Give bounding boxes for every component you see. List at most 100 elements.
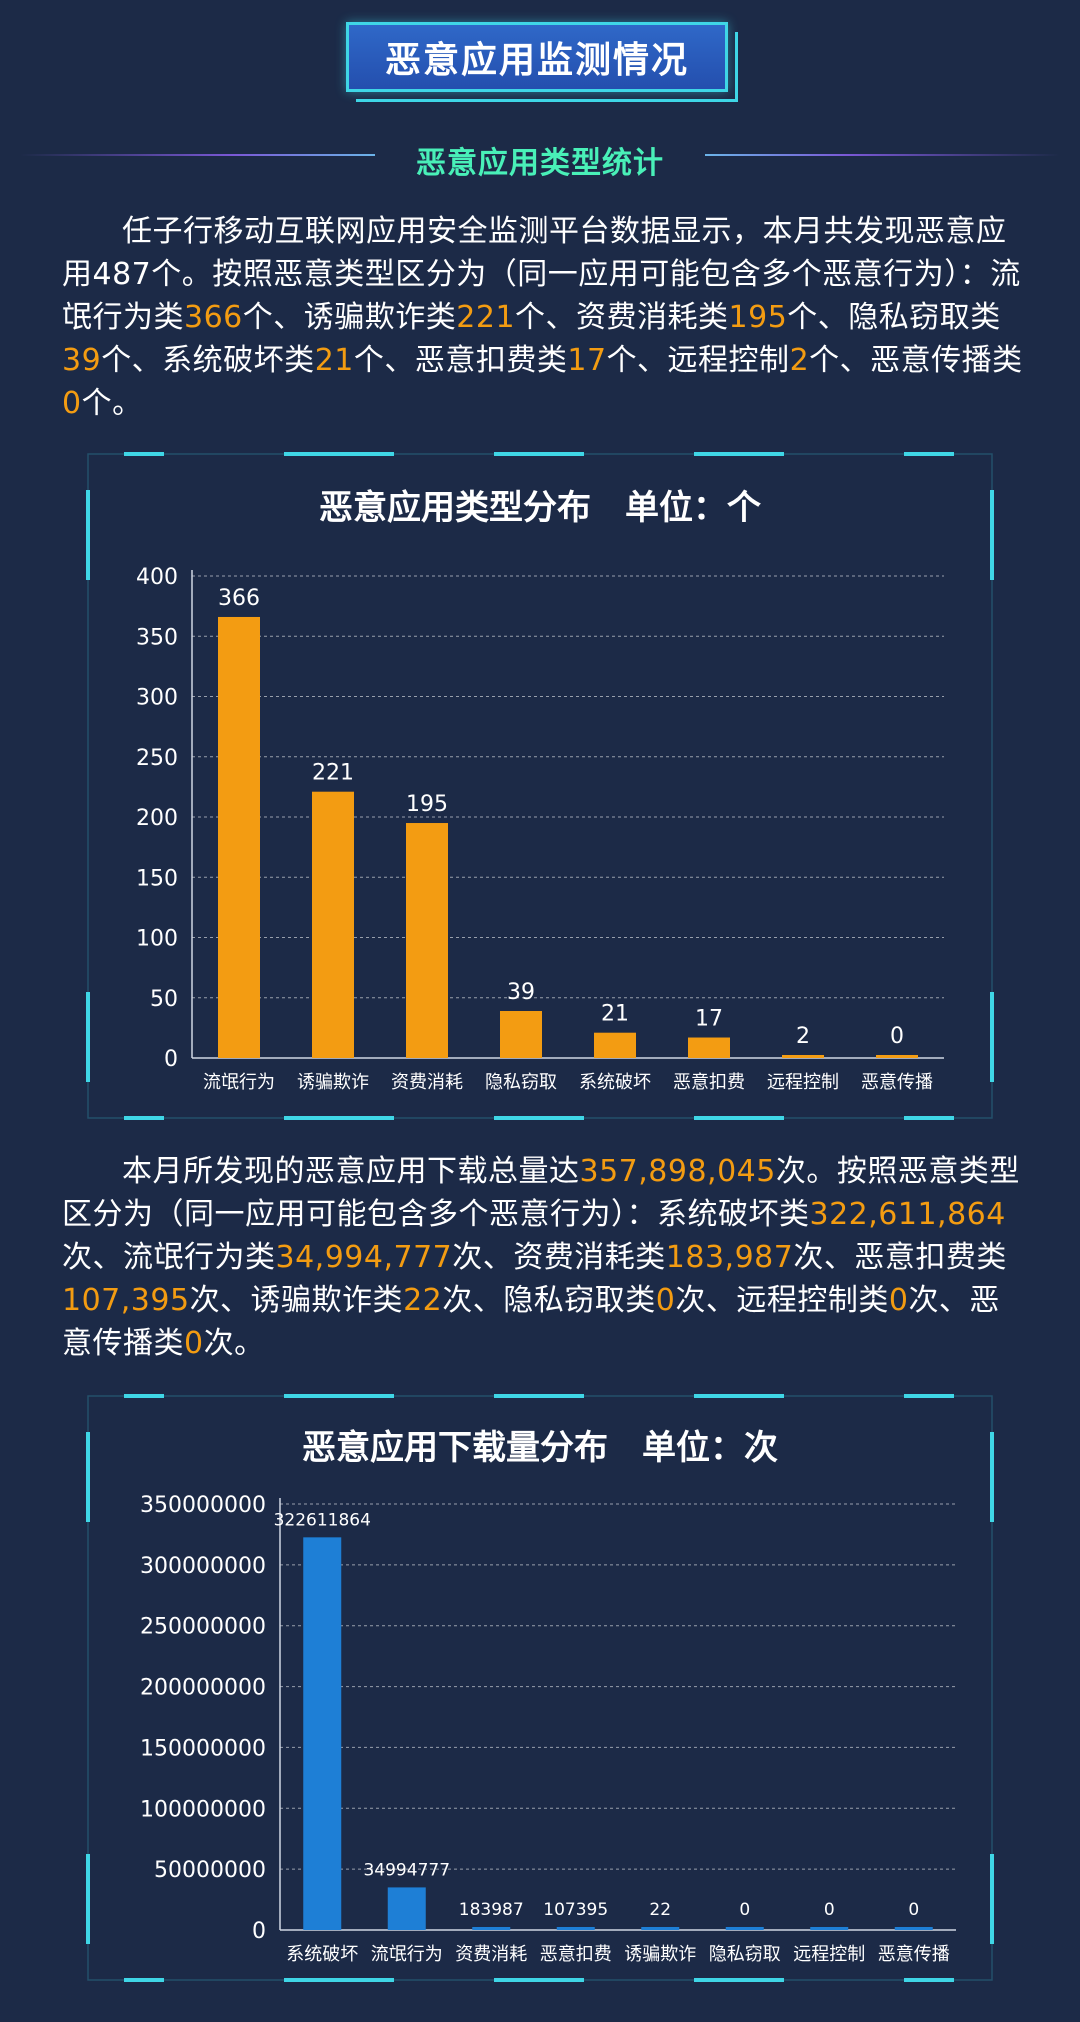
y-tick-label: 200 — [136, 806, 178, 831]
highlight-number: 107,395 — [62, 1283, 190, 1318]
x-tick-label: 恶意传播 — [861, 1072, 933, 1093]
x-tick-label: 恶意传播 — [878, 1944, 950, 1965]
bar — [594, 1032, 636, 1058]
x-tick-label: 诱骗欺诈 — [624, 1944, 696, 1965]
paragraph-text: 次、恶意扣费类 — [793, 1240, 1007, 1275]
paragraph-text: 个、远程控制 — [606, 343, 790, 378]
paragraph-text: 本月所发现的恶意应用下载总量达 — [122, 1154, 580, 1189]
bar — [218, 616, 260, 1058]
y-tick-label: 0 — [252, 1919, 266, 1944]
paragraph-text: 次、诱骗欺诈类 — [189, 1283, 404, 1318]
data-label: 107395 — [543, 1900, 608, 1920]
highlight-number: 34,994,777 — [275, 1240, 453, 1275]
bar — [406, 823, 448, 1058]
subtitle-rule-left — [20, 154, 375, 156]
chart-title: 恶意应用下载量分布 单位：次 — [302, 1428, 778, 1468]
paragraph-text: 次、流氓行为类 — [62, 1240, 276, 1275]
data-label: 21 — [601, 1002, 629, 1027]
title-box: 恶意应用监测情况 — [346, 22, 728, 92]
bar — [387, 1887, 426, 1930]
highlight-number: 0 — [888, 1283, 909, 1318]
x-tick-label: 恶意扣费 — [673, 1072, 745, 1093]
highlight-number: 2 — [789, 343, 810, 378]
bar-chart-downloads: 0 50000000 100000000 150000000 200000000 2500… — [140, 1493, 956, 1965]
data-label: 0 — [824, 1900, 835, 1920]
section-subtitle: 恶意应用类型统计 — [20, 138, 1060, 181]
data-label: 39 — [507, 980, 535, 1005]
data-label: 183987 — [459, 1900, 524, 1920]
y-tick-label: 200000000 — [140, 1676, 266, 1701]
data-label: 0 — [739, 1900, 750, 1920]
paragraph-text: 个、恶意传播类 — [809, 343, 1023, 378]
bar — [556, 1927, 595, 1930]
data-label: 22 — [649, 1900, 671, 1920]
bar — [810, 1927, 849, 1930]
paragraph-text: 个、诱骗欺诈类 — [242, 300, 457, 335]
highlight-number: 183,987 — [665, 1240, 794, 1275]
chart-frame-border — [86, 452, 994, 1120]
x-tick-label: 系统破坏 — [286, 1944, 358, 1965]
highlight-number: 0 — [184, 1326, 204, 1361]
page-title-box: 恶意应用监测情况 — [346, 22, 738, 102]
y-tick-label: 350 — [136, 625, 178, 650]
highlight-number: 357,898,045 — [579, 1154, 776, 1189]
bar — [641, 1927, 680, 1930]
section-subtitle-text: 恶意应用类型统计 — [416, 146, 664, 181]
highlight-number: 17 — [567, 343, 607, 378]
bar — [472, 1927, 511, 1930]
data-label: 322611864 — [274, 1510, 371, 1530]
paragraph-text: 次、远程控制类 — [675, 1283, 889, 1318]
x-tick-label: 流氓行为 — [371, 1944, 443, 1965]
paragraph-text: 个、隐私窃取类 — [787, 300, 1001, 335]
highlight-number: 22 — [403, 1283, 443, 1318]
bar — [894, 1927, 933, 1930]
highlight-number: 322,611,864 — [809, 1197, 1006, 1232]
paragraph-text: 个、系统破坏类 — [101, 343, 315, 378]
paragraph-text: 次、资费消耗类 — [452, 1240, 666, 1275]
highlight-number: 0 — [62, 386, 82, 421]
y-tick-label: 150000000 — [140, 1736, 266, 1761]
paragraph-text: 次、恶意传播类 — [62, 1283, 1000, 1361]
paragraph-text: 次。按照恶意类型区分为（同一应用可能包含多个恶意行为）：系统破坏类 — [62, 1154, 1020, 1232]
bar — [725, 1927, 764, 1930]
chart-title: 恶意应用类型分布 单位：个 — [319, 488, 761, 528]
y-tick-label: 250000000 — [140, 1615, 266, 1640]
summary-paragraph-downloads: 本月所发现的恶意应用下载总量达357,898,045次。按照恶意类型区分为（同一… — [62, 1150, 1028, 1365]
bar — [303, 1537, 342, 1930]
y-tick-label: 100 — [136, 927, 178, 952]
data-label: 366 — [218, 586, 260, 611]
data-label: 17 — [695, 1007, 723, 1032]
y-tick-label: 100000000 — [140, 1797, 266, 1822]
x-tick-label: 资费消耗 — [391, 1072, 463, 1093]
y-tick-label: 350000000 — [140, 1493, 266, 1518]
bar — [782, 1055, 824, 1058]
bar-chart-types: 050100150200250300350400366流氓行为221诱骗欺诈19… — [136, 565, 944, 1093]
data-label: 0 — [908, 1900, 919, 1920]
x-tick-label: 恶意扣费 — [540, 1944, 612, 1965]
paragraph-text: 任子行移动互联网应用安全监测平台数据显示，本月共发现恶意应用487个。按照恶意类… — [62, 214, 1021, 335]
y-tick-label: 300000000 — [140, 1554, 266, 1579]
y-tick-label: 300 — [136, 686, 178, 711]
title-box-shadow — [356, 32, 738, 102]
paragraph-text: 个。 — [81, 386, 143, 421]
paragraph-text: 个、资费消耗类 — [515, 300, 729, 335]
page-title: 恶意应用监测情况 — [384, 40, 689, 81]
subtitle-rule-right — [705, 154, 1060, 156]
chart-frame-downloads: 恶意应用下载量分布 单位：次 0 50000000 100000000 1500000… — [84, 1392, 996, 1984]
data-label: 195 — [406, 792, 448, 817]
paragraph-text: 次、隐私窃取类 — [442, 1283, 656, 1318]
x-tick-label: 流氓行为 — [203, 1072, 275, 1093]
data-label: 34994777 — [363, 1860, 450, 1880]
data-label: 0 — [890, 1024, 904, 1049]
y-tick-label: 50 — [150, 987, 178, 1012]
y-tick-label: 400 — [136, 565, 178, 590]
data-label: 221 — [312, 761, 354, 786]
x-tick-label: 资费消耗 — [455, 1944, 527, 1965]
x-tick-label: 隐私窃取 — [485, 1072, 557, 1093]
chart-frame-types: 恶意应用类型分布 单位：个 0 50 100 150 200 250 300 350 400 36… — [84, 450, 996, 1122]
x-tick-label: 远程控制 — [767, 1072, 839, 1093]
bar — [312, 791, 354, 1058]
x-tick-label: 诱骗欺诈 — [297, 1072, 369, 1093]
x-tick-label: 系统破坏 — [579, 1072, 651, 1093]
highlight-number: 195 — [728, 300, 788, 335]
